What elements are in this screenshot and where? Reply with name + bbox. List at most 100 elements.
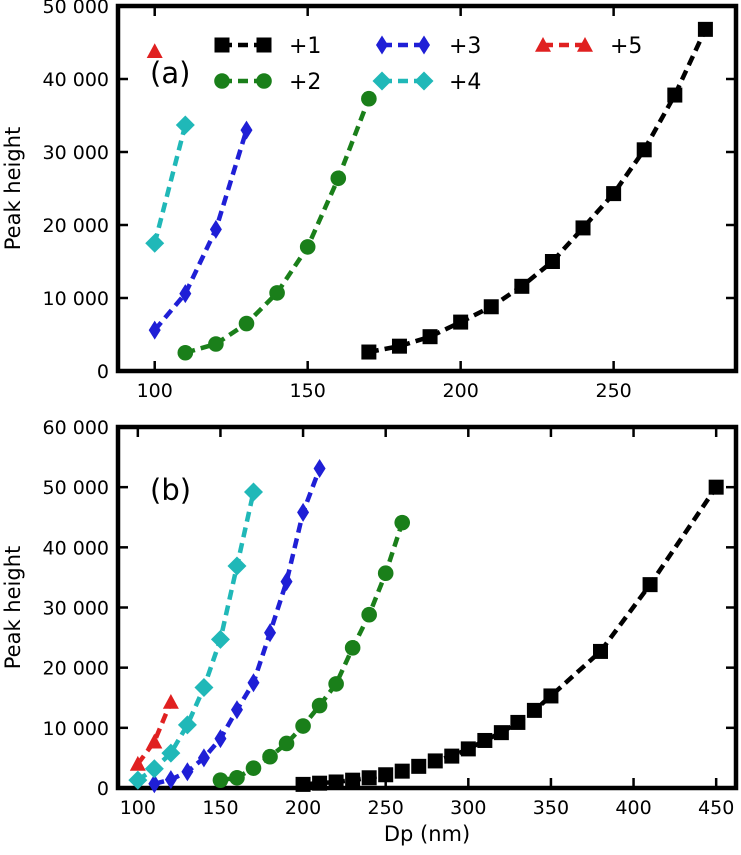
data-point xyxy=(280,572,293,592)
data-point xyxy=(214,729,227,749)
series-plus5 xyxy=(146,43,163,59)
x-tick-label: 150 xyxy=(290,380,326,402)
panel-b: 0 10 000 20 000 30 000 40 000 50 000 60 000 100… xyxy=(1,417,739,846)
legend-marker xyxy=(214,73,230,89)
x-tick-label: 200 xyxy=(285,797,321,819)
legend-item: +2 xyxy=(214,70,321,95)
data-point xyxy=(208,336,224,352)
data-point xyxy=(230,700,243,720)
data-point xyxy=(209,219,222,239)
legend-label: +3 xyxy=(449,34,481,59)
data-point xyxy=(278,735,295,752)
data-point xyxy=(361,606,377,623)
data-point xyxy=(162,693,179,709)
data-point xyxy=(453,314,469,330)
series-plus3 xyxy=(148,459,326,794)
data-point xyxy=(229,769,245,786)
data-point xyxy=(606,186,622,202)
data-point xyxy=(311,697,328,714)
data-point xyxy=(247,673,260,693)
legend: +1 +2 +3 +4 +5 xyxy=(214,34,642,95)
legend-marker xyxy=(372,71,392,91)
data-point xyxy=(593,643,609,659)
data-point xyxy=(378,767,394,783)
series-line xyxy=(136,701,173,766)
data-point xyxy=(297,502,310,522)
data-point xyxy=(493,725,509,741)
data-point xyxy=(328,676,344,692)
data-point xyxy=(642,577,658,593)
series-plus4 xyxy=(145,115,195,253)
data-point xyxy=(411,758,427,774)
data-point xyxy=(299,239,316,255)
y-tick-label: 10 000 xyxy=(43,718,109,740)
y-tick-label: 0 xyxy=(97,778,109,800)
data-point xyxy=(245,760,262,776)
data-point xyxy=(391,338,407,354)
legend-item: +3 xyxy=(376,34,481,59)
data-point xyxy=(361,90,377,107)
data-point xyxy=(129,755,146,771)
data-point xyxy=(708,479,724,495)
y-tick-label: 10 000 xyxy=(43,288,109,310)
data-point xyxy=(444,748,460,764)
data-point xyxy=(361,770,377,786)
series-line xyxy=(152,124,188,244)
data-point xyxy=(344,640,361,656)
data-point xyxy=(227,556,247,576)
data-point xyxy=(197,748,210,768)
series-plus1 xyxy=(361,21,713,360)
data-point xyxy=(238,315,255,332)
data-point xyxy=(295,776,311,792)
data-point xyxy=(312,775,328,791)
data-point xyxy=(177,715,197,735)
x-tick-label: 250 xyxy=(368,797,404,819)
legend-marker xyxy=(414,71,434,91)
data-point xyxy=(194,678,214,698)
series-line xyxy=(302,485,719,787)
data-point xyxy=(328,774,344,790)
legend-marker xyxy=(214,37,230,53)
legend-marker xyxy=(256,73,272,89)
y-tick-label: 20 000 xyxy=(43,658,109,680)
data-point xyxy=(164,770,177,790)
data-point xyxy=(697,21,713,37)
data-point xyxy=(146,733,163,749)
y-tick-label: 50 000 xyxy=(43,477,109,499)
data-point xyxy=(175,115,195,135)
data-point xyxy=(313,459,326,479)
y-tick-label: 20 000 xyxy=(43,215,109,237)
legend-label: +5 xyxy=(610,34,642,59)
data-point xyxy=(177,344,194,361)
data-point xyxy=(345,772,361,788)
x-tick-label: 100 xyxy=(137,380,173,402)
y-tick-label: 0 xyxy=(97,361,109,383)
series-plus2 xyxy=(177,90,377,361)
data-point xyxy=(243,482,263,502)
data-point xyxy=(330,170,347,187)
data-point xyxy=(295,718,311,734)
y-tick-label: 50 000 xyxy=(43,0,109,18)
x-tick-label: 300 xyxy=(450,797,486,819)
plot-frame xyxy=(115,3,739,374)
data-point xyxy=(148,774,161,794)
legend-label: +2 xyxy=(289,70,321,95)
series-plus4 xyxy=(128,482,263,790)
legend-label: +1 xyxy=(289,34,321,59)
data-point xyxy=(514,278,530,294)
legend-marker xyxy=(535,37,551,52)
panel-label: (a) xyxy=(150,56,190,90)
data-point xyxy=(510,714,526,730)
data-point xyxy=(269,285,285,301)
x-tick-label: 200 xyxy=(443,380,479,402)
panel-label: (b) xyxy=(150,473,191,507)
x-tick-label: 250 xyxy=(595,380,631,402)
y-axis-label: Peak height xyxy=(1,127,25,250)
legend-marker xyxy=(577,37,593,52)
series-plus2 xyxy=(212,514,411,788)
series-plus3 xyxy=(148,120,253,340)
legend-marker xyxy=(256,37,272,53)
data-point xyxy=(427,753,443,769)
